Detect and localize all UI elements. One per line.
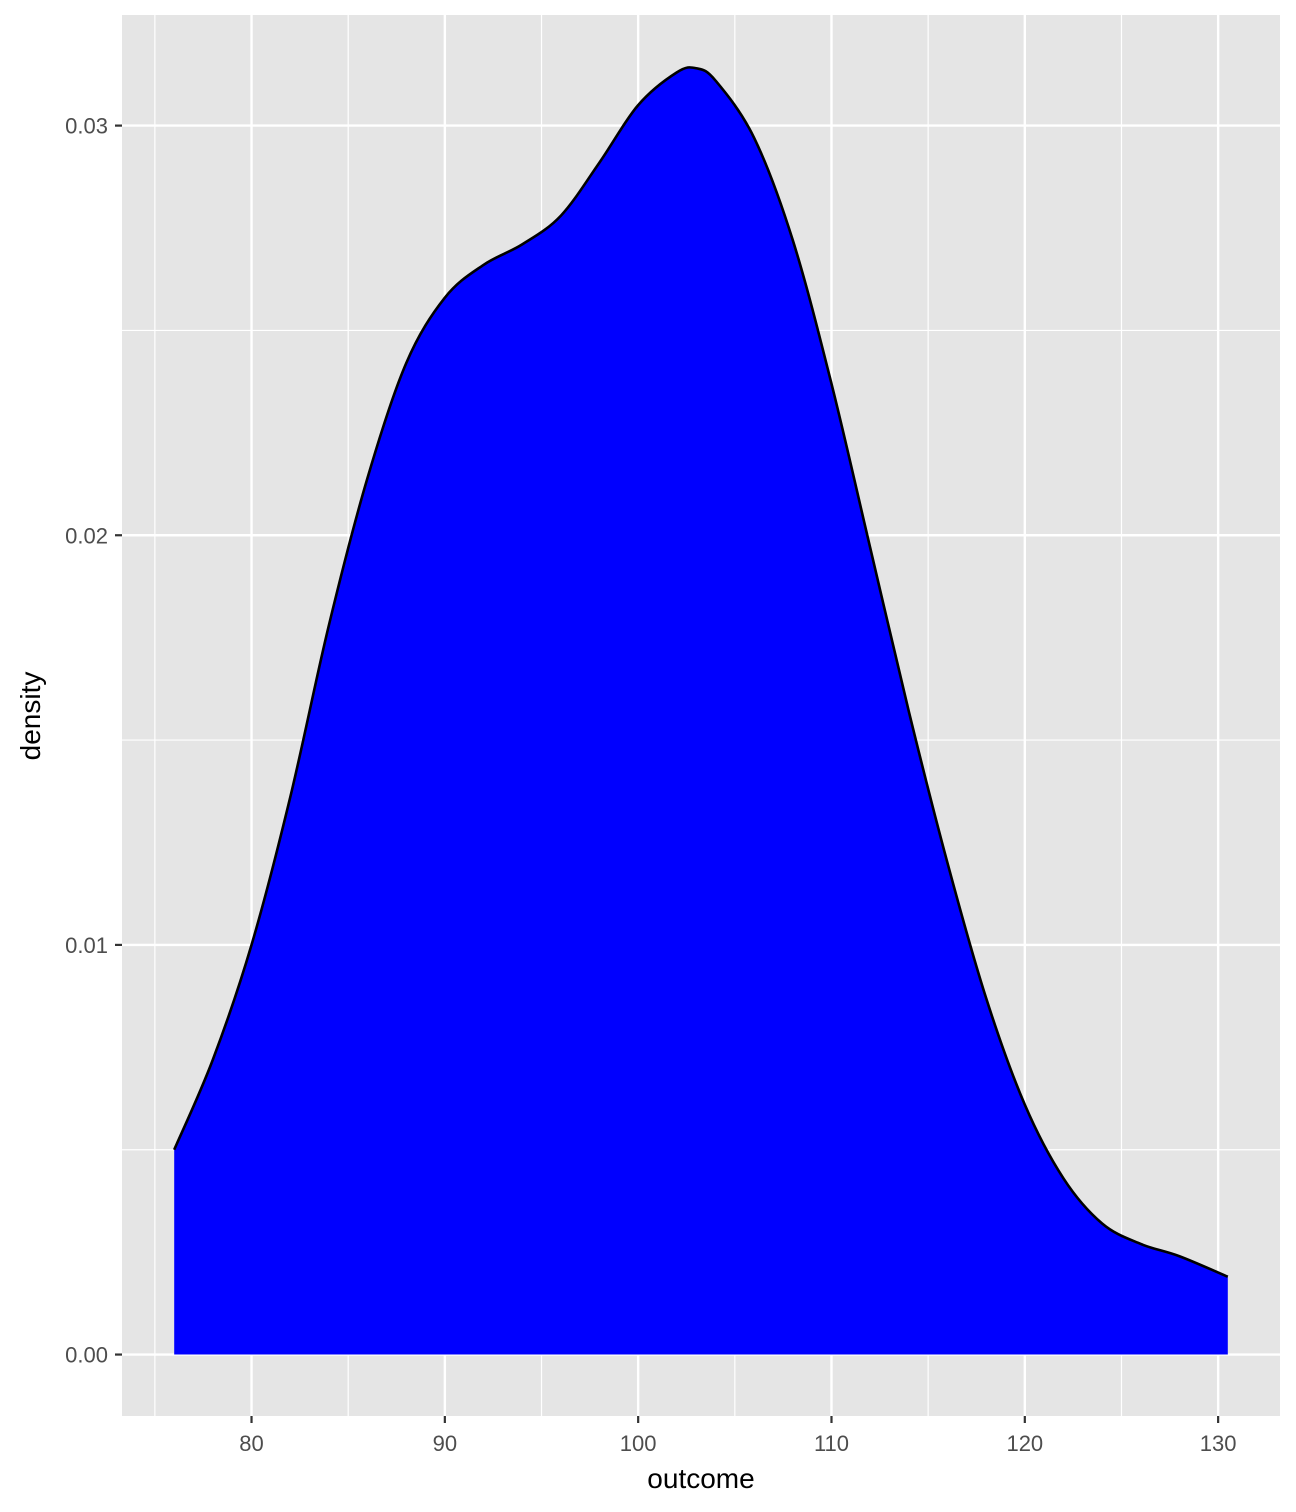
x-tick-label: 90 (433, 1431, 457, 1456)
density-area (174, 67, 1228, 1355)
x-tick-label: 110 (814, 1431, 849, 1456)
y-axis: 0.00 0.01 0.02 0.03 (65, 114, 122, 1368)
y-tick-label: 0.03 (65, 114, 108, 139)
y-axis-title: density (15, 672, 46, 761)
y-tick-label: 0.02 (65, 523, 108, 548)
x-tick-label: 100 (620, 1431, 657, 1456)
x-axis: 80 90 100 110 120 130 (239, 1416, 1236, 1456)
x-tick-label: 130 (1200, 1431, 1237, 1456)
x-axis-title: outcome (647, 1463, 754, 1494)
y-tick-label: 0.01 (65, 933, 108, 958)
x-tick-label: 80 (239, 1431, 263, 1456)
y-tick-label: 0.00 (65, 1343, 108, 1368)
x-tick-label: 120 (1006, 1431, 1043, 1456)
density-curve (173, 66, 1229, 1278)
